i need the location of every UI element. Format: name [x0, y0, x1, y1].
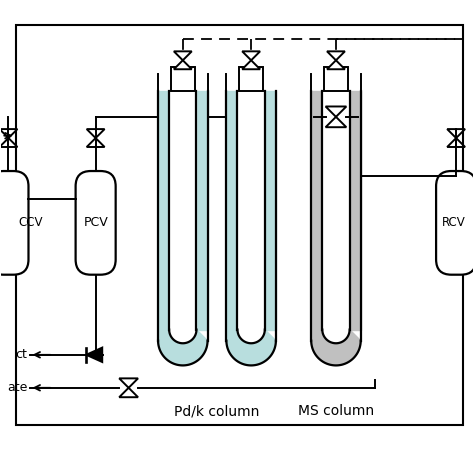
Polygon shape [327, 51, 345, 60]
FancyBboxPatch shape [76, 171, 116, 275]
Polygon shape [169, 91, 197, 343]
Text: ct: ct [16, 348, 27, 361]
Polygon shape [242, 60, 260, 69]
Polygon shape [242, 51, 260, 60]
FancyBboxPatch shape [324, 67, 348, 91]
Polygon shape [174, 51, 192, 60]
Polygon shape [322, 91, 350, 343]
Polygon shape [327, 60, 345, 69]
Text: ate: ate [7, 381, 27, 394]
Text: CCV: CCV [19, 216, 43, 229]
Text: PCV: PCV [83, 216, 108, 229]
Text: Pd/k column: Pd/k column [174, 404, 260, 419]
Polygon shape [227, 329, 276, 365]
Polygon shape [311, 329, 361, 365]
Polygon shape [86, 347, 102, 362]
Polygon shape [174, 60, 192, 69]
Polygon shape [326, 107, 346, 117]
Polygon shape [326, 117, 346, 127]
Polygon shape [237, 91, 265, 343]
Text: MS column: MS column [298, 404, 374, 419]
Bar [16, 25, 463, 426]
Polygon shape [158, 329, 208, 365]
FancyBboxPatch shape [239, 67, 264, 91]
Text: RCV: RCV [442, 216, 465, 229]
FancyBboxPatch shape [0, 171, 28, 275]
FancyBboxPatch shape [436, 171, 474, 275]
FancyBboxPatch shape [171, 67, 195, 91]
